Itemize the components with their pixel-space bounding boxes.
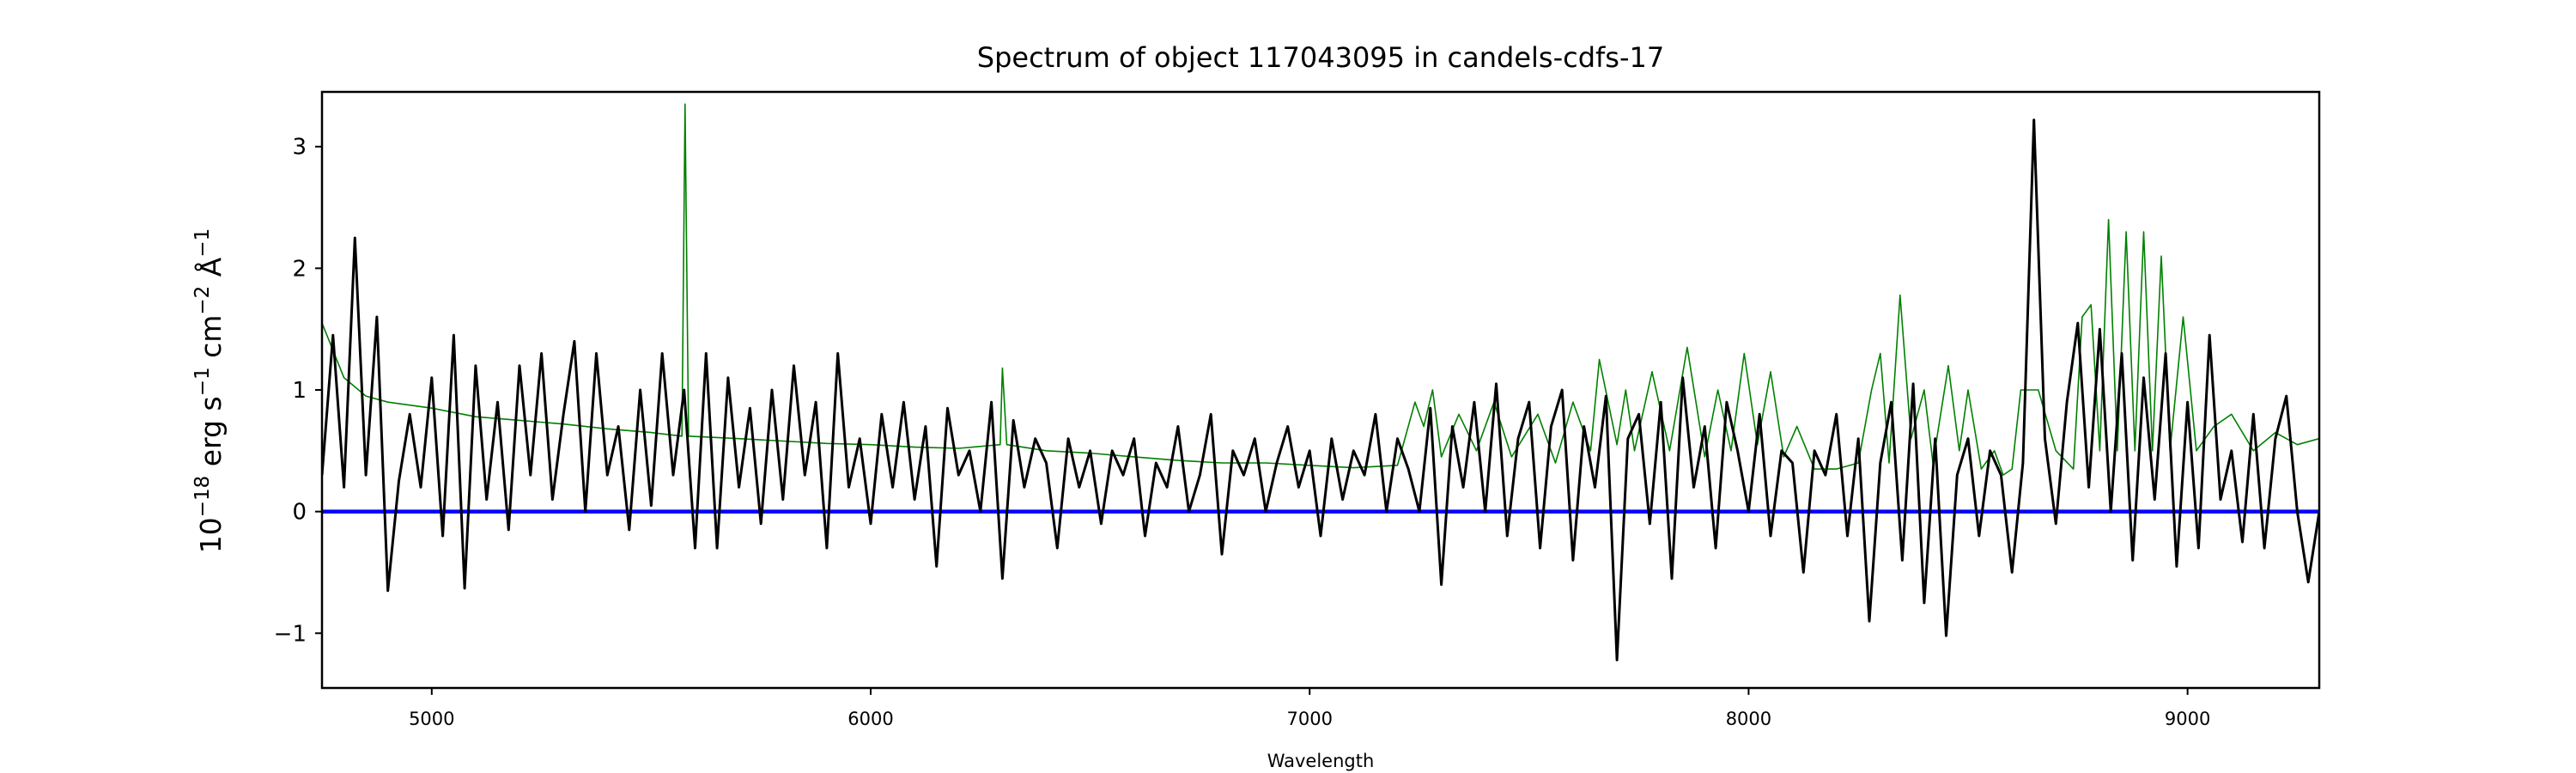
y-label-cm: cm <box>194 315 228 368</box>
x-tick-label: 6000 <box>848 709 893 729</box>
y-label-exp: −2 <box>191 286 214 315</box>
series-flux-line <box>322 119 2319 661</box>
y-label-exp: −1 <box>191 367 214 396</box>
y-label-angstrom: Å <box>193 257 228 285</box>
x-axis: 5000 6000 7000 8000 9000 <box>409 688 2210 729</box>
plot-frame <box>320 90 2321 690</box>
y-axis: −1 0 1 2 3 <box>274 135 322 647</box>
x-tick-label: 9000 <box>2165 709 2210 729</box>
x-axis-label: Wavelength <box>1267 751 1375 771</box>
y-label-base: 10 <box>194 517 228 553</box>
x-tick-label: 5000 <box>409 709 454 729</box>
y-tick-label: 0 <box>292 500 307 526</box>
series-layer <box>322 103 2319 661</box>
chart-title: Spectrum of object 117043095 in candels-… <box>977 41 1664 74</box>
y-tick-label: 2 <box>292 256 307 282</box>
series-error-line <box>322 103 2319 476</box>
y-label-erg: erg s <box>194 396 228 475</box>
y-axis-label: 10−18 erg s−1 cm−2 Å−1 <box>191 228 228 554</box>
y-label-exp: −1 <box>191 228 214 258</box>
x-tick-label: 8000 <box>1726 709 1771 729</box>
y-tick-label: 1 <box>292 378 307 404</box>
x-tick-label: 7000 <box>1286 709 1332 729</box>
y-tick-label: −1 <box>274 621 307 647</box>
y-tick-label: 3 <box>292 135 307 161</box>
y-label-exp: −18 <box>191 476 214 518</box>
